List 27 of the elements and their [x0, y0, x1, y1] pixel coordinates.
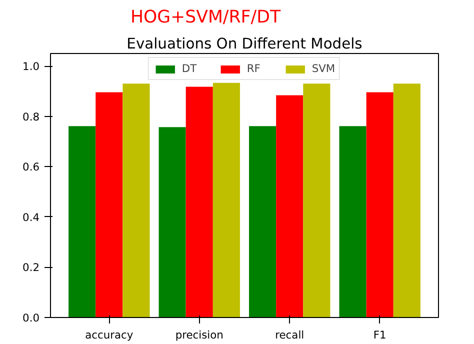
y-tick-label: 1.0	[22, 60, 40, 74]
bar	[393, 84, 420, 318]
bar	[158, 127, 186, 318]
x-tick-label: accuracy	[85, 328, 134, 342]
legend-label: DT	[182, 62, 198, 75]
bar	[96, 92, 123, 318]
bar	[122, 84, 150, 318]
y-tick-label: 0.8	[22, 110, 40, 124]
bar	[276, 95, 304, 318]
bar	[249, 126, 276, 318]
bar	[303, 84, 330, 318]
text: HOG+SVM/RF/DT	[130, 8, 281, 28]
bar	[366, 92, 394, 318]
bar	[186, 86, 213, 318]
legend-label: RF	[246, 62, 262, 75]
y-tick-label: 0.2	[22, 261, 40, 274]
y-tick-label: 0.4	[22, 210, 40, 224]
x-tick-label: precision	[175, 328, 224, 342]
y-tick-label: 0.0	[22, 312, 40, 324]
chart-title: Evaluations On Different Models	[126, 36, 362, 52]
x-tick-label: recall	[275, 328, 304, 342]
bar	[212, 82, 240, 318]
y-tick-label: 0.6	[22, 160, 40, 174]
legend-label: SVM	[312, 62, 336, 75]
bar	[68, 126, 96, 318]
bar	[339, 126, 366, 318]
x-tick-label: F1	[373, 328, 386, 342]
